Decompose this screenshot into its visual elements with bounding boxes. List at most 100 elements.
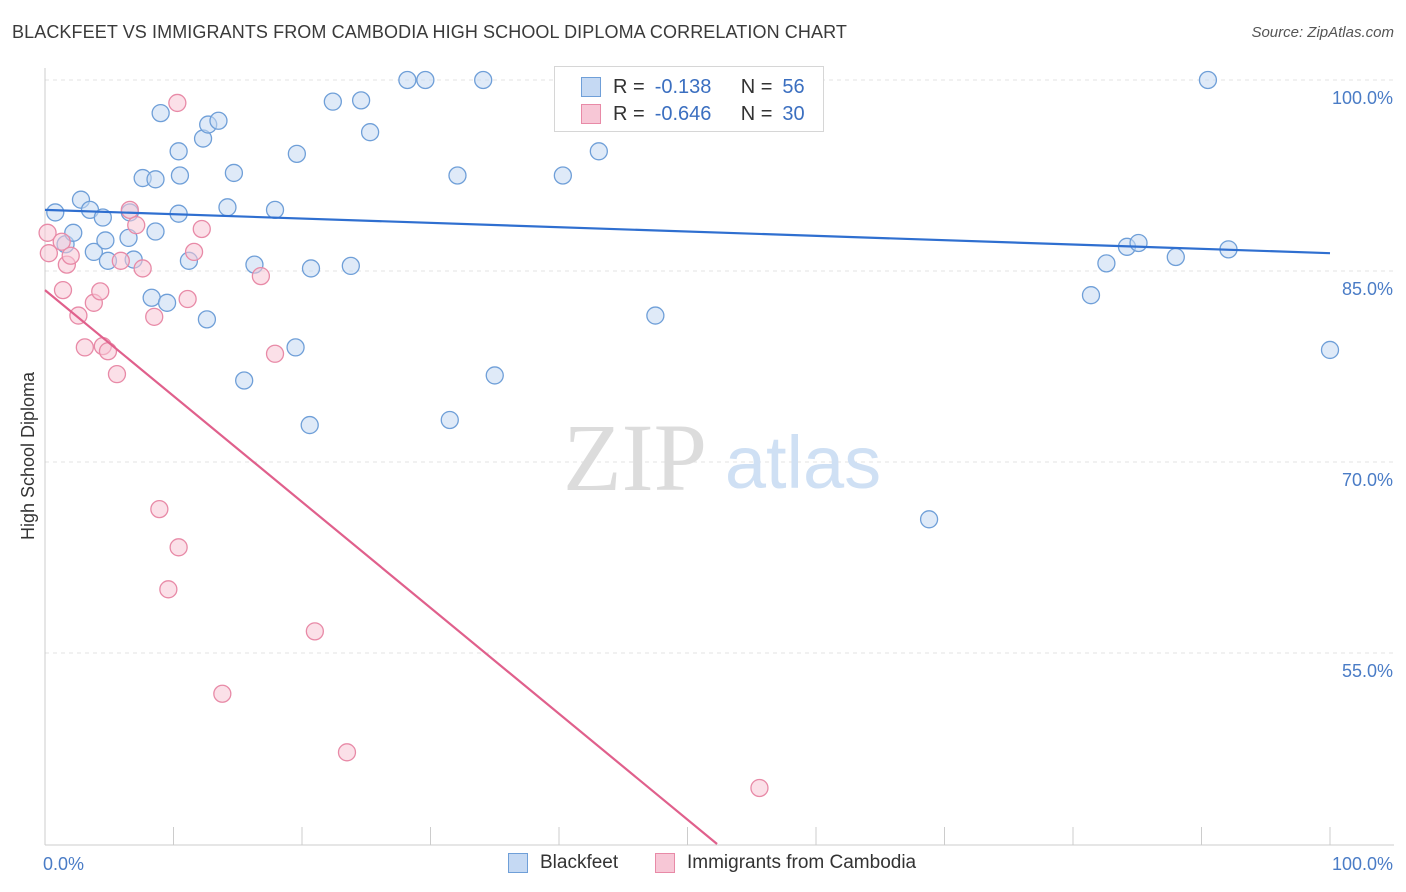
- legend-swatch-blue: [581, 77, 601, 97]
- cambodia-point: [251, 266, 271, 286]
- tick-labels: 100.0% 85.0% 70.0% 55.0% 0.0% 100.0%: [43, 88, 1393, 874]
- blackfeet-point: [398, 70, 417, 90]
- legend-n-label: N =: [740, 75, 773, 98]
- y-tick-label: 100.0%: [1332, 88, 1393, 108]
- blackfeet-point: [440, 410, 459, 430]
- watermark-atlas: atlas: [725, 421, 881, 504]
- blackfeet-point: [157, 293, 177, 312]
- blackfeet-point: [1081, 286, 1101, 305]
- cambodia-point: [159, 580, 178, 599]
- blackfeet-point: [170, 166, 190, 185]
- series-swatch-pink: [655, 853, 675, 873]
- blackfeet-point: [146, 170, 165, 189]
- cambodia-point: [120, 200, 139, 220]
- blackfeet-point: [589, 142, 608, 161]
- cambodia-point: [133, 259, 152, 278]
- blackfeet-point: [341, 256, 360, 276]
- cambodia-point: [150, 499, 169, 519]
- trend-lines: [44, 208, 1331, 845]
- x-tick-label: 0.0%: [43, 854, 84, 874]
- y-tick-label: 85.0%: [1342, 279, 1393, 299]
- blackfeet-point: [485, 366, 504, 385]
- blackfeet-point: [224, 163, 244, 183]
- cambodia-point: [61, 246, 80, 265]
- cambodia-point: [750, 778, 769, 798]
- cambodia-point: [38, 223, 57, 242]
- series-legend-label: Immigrants from Cambodia: [687, 852, 917, 873]
- cambodia-point: [305, 622, 325, 641]
- blackfeet-point: [300, 415, 319, 435]
- blackfeet-point: [197, 310, 217, 329]
- legend-row-blackfeet: R = -0.138 N = 56: [581, 74, 805, 100]
- blackfeet-point: [235, 371, 254, 390]
- cambodia-point: [98, 342, 118, 361]
- cambodia-point: [91, 282, 110, 301]
- blackfeet-point: [646, 306, 665, 325]
- cambodia-trend-line: [44, 289, 718, 845]
- y-axis-label: High School Diploma: [18, 371, 38, 540]
- source-label: Source: ZipAtlas.com: [1251, 24, 1394, 41]
- blackfeet-point: [265, 200, 285, 220]
- watermark: ZIP atlas: [563, 404, 881, 511]
- cambodia-point: [39, 244, 59, 263]
- axes: [44, 68, 1394, 846]
- blackfeet-trend-line: [44, 208, 1331, 255]
- blackfeet-point: [84, 242, 103, 262]
- legend-r-label: R =: [613, 75, 645, 98]
- blackfeet-point: [919, 510, 939, 529]
- cambodia-point: [127, 216, 146, 235]
- cambodia-point: [184, 242, 204, 262]
- legend-n-label: N =: [740, 102, 773, 125]
- legend-n-value: 56: [782, 75, 805, 98]
- blackfeet-point: [209, 111, 228, 130]
- cambodia-point: [52, 232, 71, 251]
- series-swatch-blue: [508, 853, 528, 873]
- blackfeet-point: [474, 70, 493, 90]
- cambodia-point: [111, 251, 130, 270]
- cambodia-point: [168, 93, 187, 113]
- watermark-zip: ZIP: [563, 404, 707, 511]
- gridlines: [45, 79, 1394, 654]
- blackfeet-point: [416, 70, 435, 90]
- cambodia-point: [75, 338, 94, 357]
- blackfeet-point: [301, 259, 321, 278]
- blackfeet-point: [96, 231, 115, 250]
- cambodia-point: [337, 743, 357, 762]
- blackfeet-point: [351, 91, 371, 110]
- blackfeet-point: [287, 144, 307, 164]
- cambodia-point: [265, 344, 285, 363]
- cambodia-point: [107, 364, 127, 384]
- chart-title: BLACKFEET VS IMMIGRANTS FROM CAMBODIA HI…: [12, 22, 847, 42]
- legend-r-value: -0.646: [654, 102, 712, 125]
- legend-row-cambodia: R = -0.646 N = 30: [581, 101, 805, 127]
- blackfeet-point: [286, 338, 305, 357]
- blackfeet-point: [46, 203, 65, 222]
- blackfeet-point: [360, 123, 380, 142]
- cambodia-point: [145, 307, 164, 326]
- blackfeet-point: [142, 288, 161, 307]
- series-legend-label: Blackfeet: [540, 852, 619, 873]
- data-points: [38, 70, 1340, 798]
- cambodia-point: [192, 219, 211, 239]
- legend-swatch-pink: [581, 104, 601, 124]
- blackfeet-point: [93, 208, 112, 227]
- blackfeet-point: [553, 166, 573, 185]
- legend-r-value: -0.138: [654, 75, 712, 98]
- series-legend-blackfeet: Blackfeet: [508, 852, 618, 874]
- series-legend: Blackfeet Immigrants from Cambodia: [0, 852, 1406, 876]
- blackfeet-point: [323, 92, 342, 111]
- blackfeet-point: [1129, 233, 1148, 253]
- blackfeet-point: [1166, 247, 1185, 267]
- blackfeet-point: [1097, 254, 1116, 273]
- legend: R = -0.138 N = 56 R = -0.646 N = 30: [554, 66, 824, 132]
- blackfeet-point: [1198, 70, 1218, 90]
- legend-n-value: 30: [782, 102, 805, 125]
- x-tick-label: 100.0%: [1332, 854, 1393, 874]
- cambodia-point: [213, 684, 232, 703]
- blackfeet-point: [151, 103, 170, 123]
- blackfeet-point: [448, 166, 467, 185]
- y-tick-label: 70.0%: [1342, 470, 1393, 490]
- blackfeet-point: [146, 222, 165, 241]
- legend-r-label: R =: [613, 102, 645, 125]
